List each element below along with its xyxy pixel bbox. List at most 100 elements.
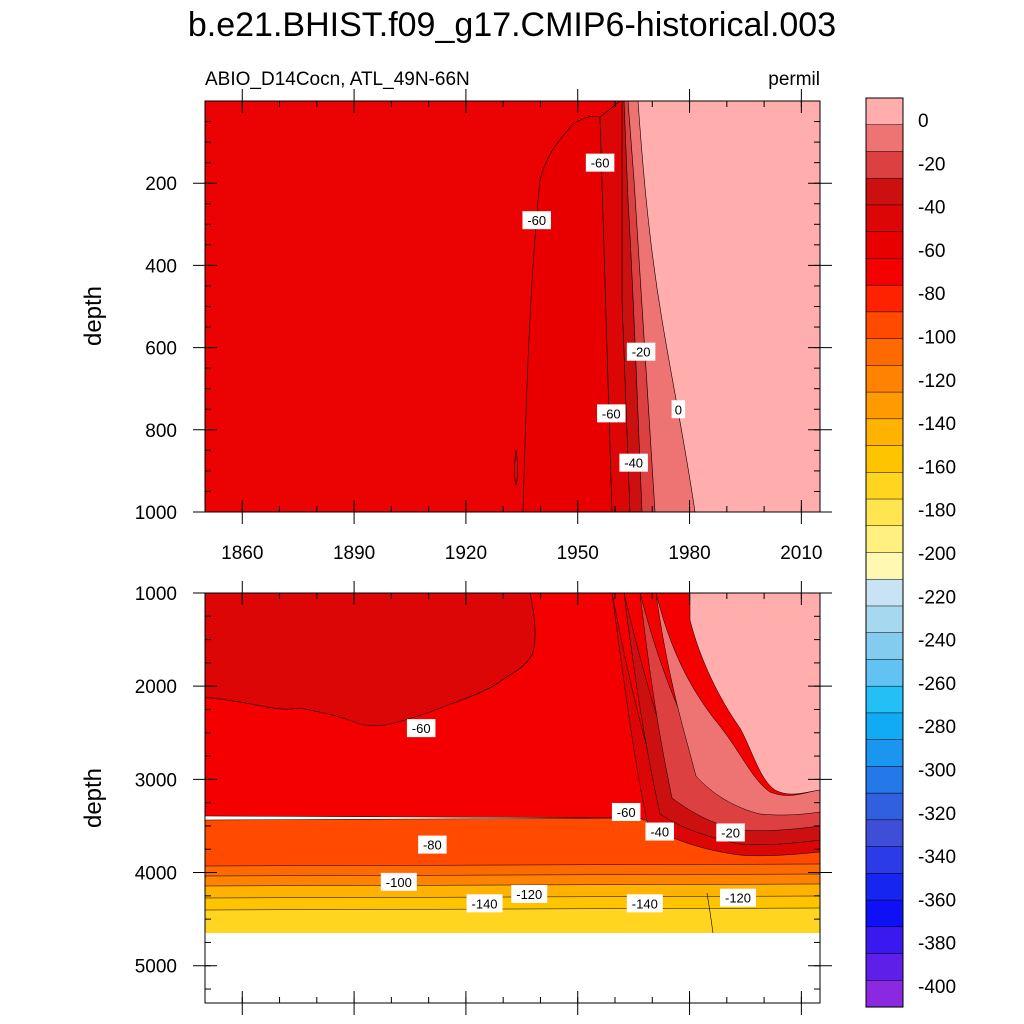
- upper-contour-label: 0: [671, 400, 686, 419]
- colorbar-swatch: [865, 739, 904, 767]
- colorbar-swatch: [865, 151, 904, 179]
- lower-contour-label-text: -80: [423, 838, 442, 853]
- colorbar-swatch: [865, 124, 904, 153]
- lower-contour-label-text: -60: [617, 805, 636, 820]
- upper-x-tick-label: 1860: [221, 543, 263, 564]
- lower-contour-label-text: -40: [650, 825, 669, 840]
- lower-contour-label: -140: [626, 894, 663, 913]
- lower-y-tick-label: 1000: [135, 584, 177, 605]
- upper-contour-label: -60: [522, 211, 551, 230]
- colorbar-frame: [865, 97, 904, 1008]
- lower-y-tick-label: 3000: [135, 770, 177, 791]
- lower-contour-label: -120: [511, 884, 548, 903]
- colorbar-swatch: [865, 873, 904, 901]
- colorbar-swatch: [865, 258, 904, 286]
- lower-contour-label-text: -140: [472, 896, 498, 911]
- upper-contour-fill: [205, 101, 820, 512]
- colorbar: 0 -20 -40 -60 -80 -100 -120 -140 -160 -180 -200 -22…: [865, 97, 956, 1008]
- colorbar-label: -140: [918, 414, 956, 435]
- upper-contour-label-box: [671, 400, 686, 419]
- lower-contour-label: -120: [720, 888, 756, 907]
- upper-panel: 200 400 600 800 1000 1860 1890 1920 1950 1980 201…: [80, 89, 832, 564]
- upper-y-ticks: 200 400 600 800 1000: [135, 100, 832, 524]
- lower-region-upper-west: [205, 593, 536, 727]
- colorbar-label: -280: [918, 717, 956, 738]
- lower-contour-labels: -60 -80 -100 -140 -120 -60 -40 -20 -140 -120: [380, 719, 756, 913]
- colorbar-swatch: [865, 578, 904, 607]
- lower-contour-label-box: [716, 823, 745, 842]
- colorbar-swatch: [865, 338, 904, 366]
- upper-contour-small: [514, 449, 518, 486]
- colorbar-swatch: [865, 819, 904, 848]
- colorbar-swatch: [865, 391, 904, 420]
- colorbar-label: 0: [918, 111, 929, 132]
- colorbar-swatch: [865, 365, 904, 393]
- lower-contour-label-box: [380, 872, 417, 891]
- colorbar-swatch: [865, 792, 904, 821]
- colorbar-label: -40: [918, 198, 945, 219]
- colorbar-swatch: [865, 204, 904, 233]
- colorbar-label: -180: [918, 501, 956, 522]
- lower-y-tick-label: 4000: [135, 864, 177, 885]
- colorbar-swatch: [865, 231, 904, 259]
- colorbar-label: -380: [918, 934, 956, 955]
- colorbar-swatch: [865, 659, 904, 687]
- lower-contour-label: -20: [716, 823, 745, 842]
- lower-contour-label-text: -120: [725, 891, 751, 906]
- colorbar-swatch: [865, 525, 904, 554]
- upper-contour-label: -20: [626, 342, 656, 361]
- lower-frame: [204, 592, 821, 1004]
- colorbar-swatch: [865, 712, 904, 741]
- colorbar-swatch: [865, 632, 904, 660]
- lower-contour-fill: [205, 593, 820, 1003]
- upper-y-axis-title: depth: [80, 286, 107, 346]
- chart-title: b.e21.BHIST.f09_g17.CMIP6-historical.003: [187, 6, 837, 44]
- lower-contour-label-text: -140: [632, 896, 658, 911]
- colorbar-label: -300: [918, 761, 956, 782]
- colorbar-swatch: [865, 846, 904, 874]
- upper-contour-label: -60: [585, 153, 615, 172]
- colorbar-swatch: [865, 498, 904, 527]
- lower-contour-right-vertical: [706, 892, 714, 934]
- units-label: permil: [768, 69, 820, 90]
- upper-x-tick-label: 1980: [668, 543, 710, 564]
- lower-contour-label-box: [611, 802, 641, 821]
- upper-contour-labels: -60 -60 -20 -60 -40 0: [522, 153, 686, 472]
- colorbar-label: -360: [918, 890, 956, 911]
- colorbar-label: -340: [918, 847, 956, 868]
- upper-contour-label-text: -60: [527, 213, 546, 228]
- upper-contour-label-text: -40: [624, 456, 643, 471]
- colorbar-label: -100: [918, 328, 956, 349]
- lower-contour-label-box: [645, 822, 674, 841]
- upper-contour-label-text: -60: [591, 156, 610, 171]
- upper-contour-label-text: 0: [675, 402, 682, 417]
- lower-y-ticks: 1000 2000 3000 4000 5000: [135, 584, 832, 990]
- colorbar-swatch: [865, 685, 904, 714]
- colorbar-label: -240: [918, 631, 956, 652]
- upper-contour-label-box: [626, 342, 656, 361]
- lower-contour-label: -60: [406, 719, 436, 738]
- lower-contour-label-box: [418, 835, 447, 854]
- lower-x-ticks: [204, 581, 802, 1015]
- upper-y-tick-label: 600: [145, 339, 177, 360]
- colorbar-swatch: [865, 311, 904, 340]
- lower-contour-label: -80: [418, 835, 447, 854]
- upper-y-tick-label: 200: [145, 174, 177, 195]
- lower-y-tick-label: 2000: [135, 677, 177, 698]
- colorbar-swatch: [865, 418, 904, 447]
- lower-contour-label-text: -60: [412, 721, 431, 736]
- colorbar-label: -220: [918, 587, 956, 608]
- upper-contour-label-box: [522, 211, 551, 230]
- colorbar-swatch: [865, 97, 904, 126]
- lower-contour-label-text: -120: [516, 887, 542, 902]
- lower-y-axis-title: depth: [80, 768, 107, 828]
- lower-region-east-minus10: [655, 593, 820, 816]
- upper-contour-label-text: -60: [602, 406, 621, 421]
- lower-panel: 1000 2000 3000 4000 5000 depth -60 -80 -100 -14…: [80, 581, 832, 1015]
- upper-x-ticks: 1860 1890 1920 1950 1980 2010: [204, 89, 823, 564]
- upper-x-tick-label: 1920: [445, 543, 487, 564]
- lower-contour-label: -40: [645, 822, 674, 841]
- colorbar-swatch: [865, 177, 904, 206]
- colorbar-label: -260: [918, 674, 956, 695]
